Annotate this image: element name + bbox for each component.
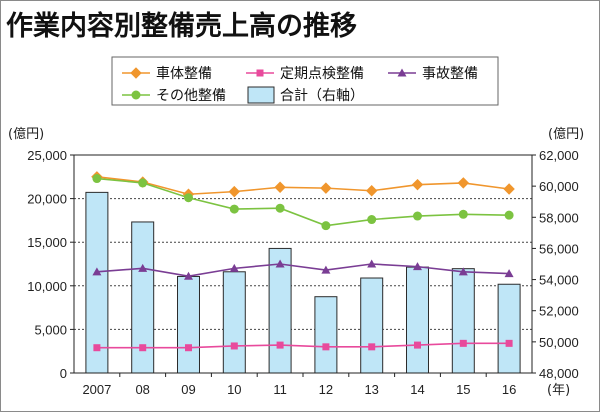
series-line-0 [96,176,510,196]
left-tick-label: 25,000 [27,148,67,163]
point-s0-10 [228,185,241,198]
x-tick-label: 09 [181,382,195,397]
bar-13 [360,277,384,374]
point-s3-12 [321,221,331,231]
point-s0-13 [365,185,378,197]
x-tick-label: 13 [364,382,378,397]
point-s0-16 [503,183,515,195]
point-s3-08 [138,178,148,188]
x-tick-label: 11 [273,382,287,397]
point-s2-10 [229,263,239,272]
x-tick-label: 16 [502,382,516,397]
bar-14 [406,266,429,374]
right-tick-label: 54,000 [539,273,579,288]
legend-label-1: 定期点検整備 [280,66,364,82]
point-s2-09 [184,271,193,280]
bar-15 [451,268,475,374]
legend-marker-1 [256,69,264,77]
legend-bar-swatch [247,86,275,104]
point-s3-15 [458,209,468,219]
bar-10 [222,271,246,374]
legend-marker-3 [131,90,141,100]
right-tick-label: 48,000 [539,366,579,381]
point-s1-09 [185,344,192,352]
left-tick-label: 15,000 [27,235,67,250]
point-s2-11 [275,259,285,268]
x-tick-label: 10 [227,382,241,397]
point-s1-15 [459,339,467,347]
x-tick-label: 14 [410,382,424,397]
x-axis-unit: (年) [547,383,570,398]
axis-layer: 0 5,000 10,000 15,000 20,000 25,000 48,000 50,0… [8,126,584,398]
point-s1-13 [368,343,376,351]
point-s2-12 [321,265,331,274]
right-tick-label: 56,000 [539,241,579,256]
right-tick-label: 62,000 [539,148,579,163]
point-s3-14 [413,211,422,221]
bar-16 [497,283,521,374]
series-line-2 [96,263,510,278]
legend-label-0: 車体整備 [156,65,212,82]
point-s2-15 [458,267,468,276]
point-s0-14 [411,178,424,191]
point-s2-08 [138,263,148,272]
x-tick-label: 12 [319,382,333,397]
bar-09 [177,275,200,374]
right-tick-label: 58,000 [539,210,579,225]
legend-box [111,56,499,106]
legend-marker-2 [397,68,407,77]
legend-marker-0 [130,67,142,79]
right-tick-label: 52,000 [539,304,579,319]
point-s1-12 [322,343,330,351]
left-tick-label: 5,000 [34,322,67,337]
point-s0-11 [274,181,286,193]
left-tick-label: 20,000 [27,192,67,207]
right-axis-unit: (億円) [548,126,584,142]
point-s1-2007 [93,344,101,352]
point-s3-13 [367,215,377,225]
point-s3-09 [184,193,193,203]
right-tick-label: 50,000 [539,335,579,350]
point-s3-10 [229,204,239,214]
right-tick-label: 60,000 [539,179,579,194]
bar-12 [314,296,338,374]
point-s2-16 [504,269,514,278]
line-layer [91,171,515,352]
left-tick-label: 0 [60,366,67,381]
point-s0-15 [457,177,470,189]
series-line-1 [96,342,510,349]
left-axis-unit: (億円) [8,126,44,142]
point-s3-16 [504,210,514,220]
series-line-3 [96,177,510,227]
legend-label-2: 事故整備 [422,66,478,82]
point-s2-14 [413,262,422,271]
point-s2-2007 [92,267,102,276]
point-s1-10 [230,342,238,350]
point-s1-11 [276,341,284,349]
legend-label-3: その他整備 [156,88,226,104]
chart-title: 作業内容別整備売上高の推移 [6,11,357,42]
x-tick-label: 15 [456,382,470,397]
point-s1-14 [414,341,421,349]
point-s1-08 [139,344,147,352]
x-tick-label: 2007 [82,382,111,397]
point-s2-13 [367,259,377,268]
point-s1-16 [505,339,513,347]
point-s0-12 [320,182,332,194]
left-tick-label: 10,000 [27,279,67,294]
legend-label-bar: 合計（右軸） [280,88,364,104]
point-s3-11 [275,203,285,213]
point-s3-2007 [92,174,102,184]
x-tick-label: 08 [135,382,149,397]
